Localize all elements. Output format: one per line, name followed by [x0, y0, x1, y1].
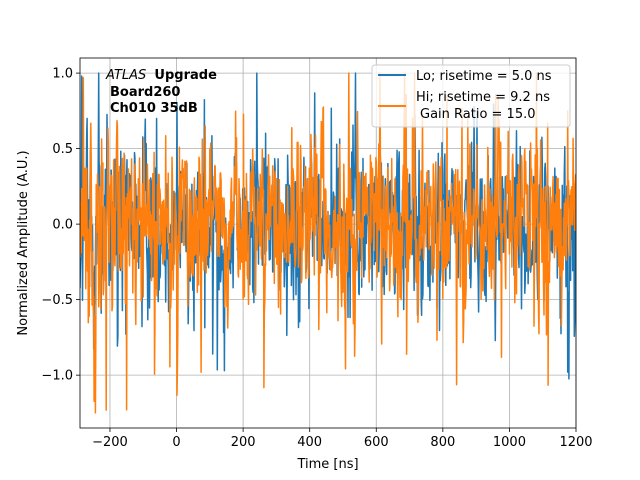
x-tick-label: 1000: [493, 435, 526, 450]
y-axis-label: Normalized Amplitude (A.U.): [16, 150, 31, 335]
y-tick-label: −0.5: [41, 293, 73, 308]
y-tick-label: 0.0: [52, 218, 73, 233]
y-tick-label: 1.0: [52, 67, 73, 82]
x-tick-label: 600: [364, 435, 389, 450]
x-tick-label: 200: [231, 435, 256, 450]
y-tick-label: −1.0: [41, 369, 73, 384]
legend-label-hi: Hi; risetime = 9.2 ns: [416, 90, 550, 105]
atlas-board-label: Board260: [110, 85, 180, 100]
x-tick-label: 400: [297, 435, 322, 450]
x-axis: −200 0 200 400 600 800 1000 1200: [92, 428, 593, 450]
legend-gain-ratio: Gain Ratio = 15.0: [420, 107, 536, 122]
atlas-label-line1: ATLAS Upgrade: [105, 68, 217, 83]
legend: Lo; risetime = 5.0 ns Hi; risetime = 9.2…: [371, 64, 571, 128]
x-tick-label: 1200: [559, 435, 592, 450]
y-tick-label: 0.5: [52, 142, 73, 157]
legend-label-lo: Lo; risetime = 5.0 ns: [416, 69, 552, 84]
legend-box: [371, 64, 571, 128]
plot-area: [80, 72, 576, 414]
atlas-channel-label: Ch010 35dB: [110, 101, 198, 116]
atlas-upgrade: Upgrade: [154, 68, 217, 83]
x-tick-label: 0: [172, 435, 180, 450]
x-tick-label: −200: [92, 435, 128, 450]
atlas-annotation: ATLAS Upgrade Board260 Ch010 35dB: [105, 68, 217, 116]
series-line-hi: [80, 72, 576, 414]
axes-frame: [79, 57, 577, 429]
x-tick-label: 800: [430, 435, 455, 450]
atlas-italic: ATLAS: [105, 68, 146, 83]
x-axis-label: Time [ns]: [296, 457, 358, 472]
y-axis: −1.0 −0.5 0.0 0.5 1.0: [41, 67, 80, 384]
